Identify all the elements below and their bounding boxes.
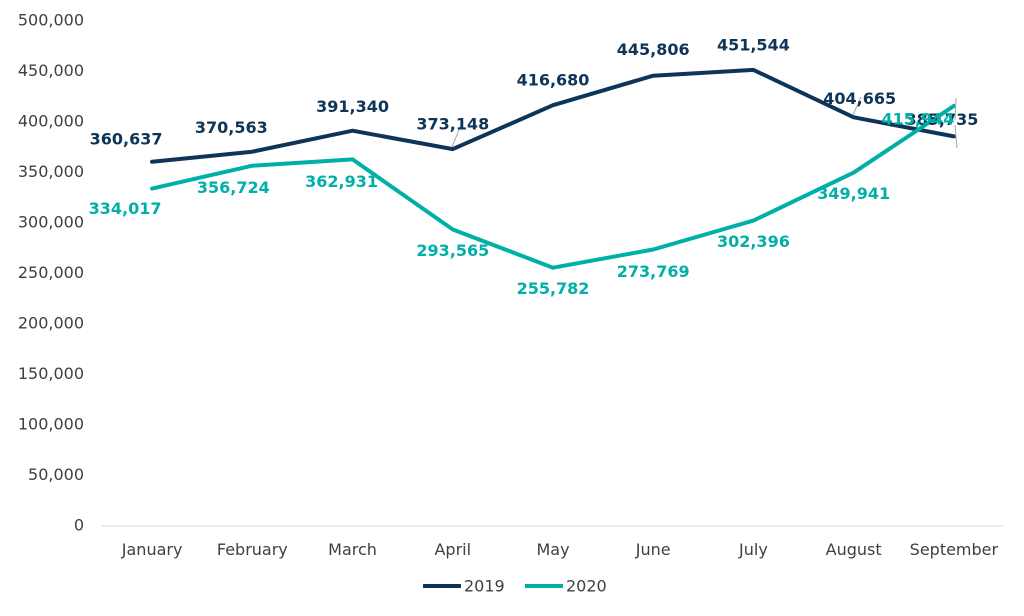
- x-tick-label: March: [328, 540, 377, 559]
- leader-line: [852, 96, 862, 116]
- data-label-2020: 356,724: [197, 178, 270, 197]
- data-label-2019: 385,735: [905, 110, 978, 129]
- data-label-2020: 293,565: [416, 241, 489, 260]
- y-tick-label: 50,000: [28, 465, 84, 484]
- leader-lines: [451, 96, 958, 149]
- data-label-2020: 415,944: [881, 109, 954, 128]
- data-label-2020: 334,017: [89, 199, 162, 218]
- x-tick-label: February: [217, 540, 288, 559]
- y-tick-label: 350,000: [18, 162, 84, 181]
- x-tick-label: May: [536, 540, 569, 559]
- legend: 2019 2020: [423, 577, 607, 596]
- data-label-2020: 349,941: [817, 184, 890, 203]
- y-axis: 0 50,000 100,000 150,000 200,000 250,000 300,0…: [18, 11, 84, 535]
- x-axis: January February March April May June July Augu…: [121, 540, 999, 559]
- leader-line: [954, 97, 957, 121]
- y-tick-label: 100,000: [18, 415, 84, 434]
- x-tick-label: January: [121, 540, 183, 559]
- series-layer: [150, 67, 956, 270]
- data-label-2019: 373,148: [416, 115, 489, 134]
- leader-line: [451, 124, 462, 148]
- data-label-2019: 404,665: [823, 89, 896, 108]
- data-label-2019: 391,340: [316, 97, 389, 116]
- y-tick-label: 450,000: [18, 61, 84, 80]
- y-tick-label: 250,000: [18, 263, 84, 282]
- x-tick-label: July: [738, 540, 768, 559]
- x-tick-label: August: [826, 540, 882, 559]
- data-label-2020: 362,931: [305, 172, 378, 191]
- y-tick-label: 300,000: [18, 213, 84, 232]
- x-tick-label: September: [910, 540, 999, 559]
- data-label-2019: 451,544: [717, 35, 790, 54]
- legend-label-2019: 2019: [464, 577, 505, 596]
- data-label-2019: 445,806: [617, 40, 690, 59]
- data-label-2019: 370,563: [195, 118, 268, 137]
- data-label-2020: 302,396: [717, 232, 790, 251]
- y-tick-label: 0: [74, 516, 84, 535]
- data-labels: 360,637 370,563 391,340 373,148 416,680 445,8…: [89, 35, 979, 298]
- data-label-2020: 273,769: [617, 262, 690, 281]
- y-tick-label: 400,000: [18, 112, 84, 131]
- x-tick-label: June: [635, 540, 671, 559]
- series-line-2020: [150, 103, 956, 270]
- data-label-2020: 255,782: [517, 279, 590, 298]
- leader-line: [954, 124, 958, 149]
- series-line-2019: [150, 67, 956, 164]
- data-label-2019: 360,637: [90, 129, 163, 148]
- y-tick-label: 500,000: [18, 11, 84, 30]
- y-tick-label: 200,000: [18, 314, 84, 333]
- y-tick-label: 150,000: [18, 364, 84, 383]
- x-tick-label: April: [434, 540, 471, 559]
- data-label-2019: 416,680: [517, 71, 590, 90]
- legend-label-2020: 2020: [566, 577, 607, 596]
